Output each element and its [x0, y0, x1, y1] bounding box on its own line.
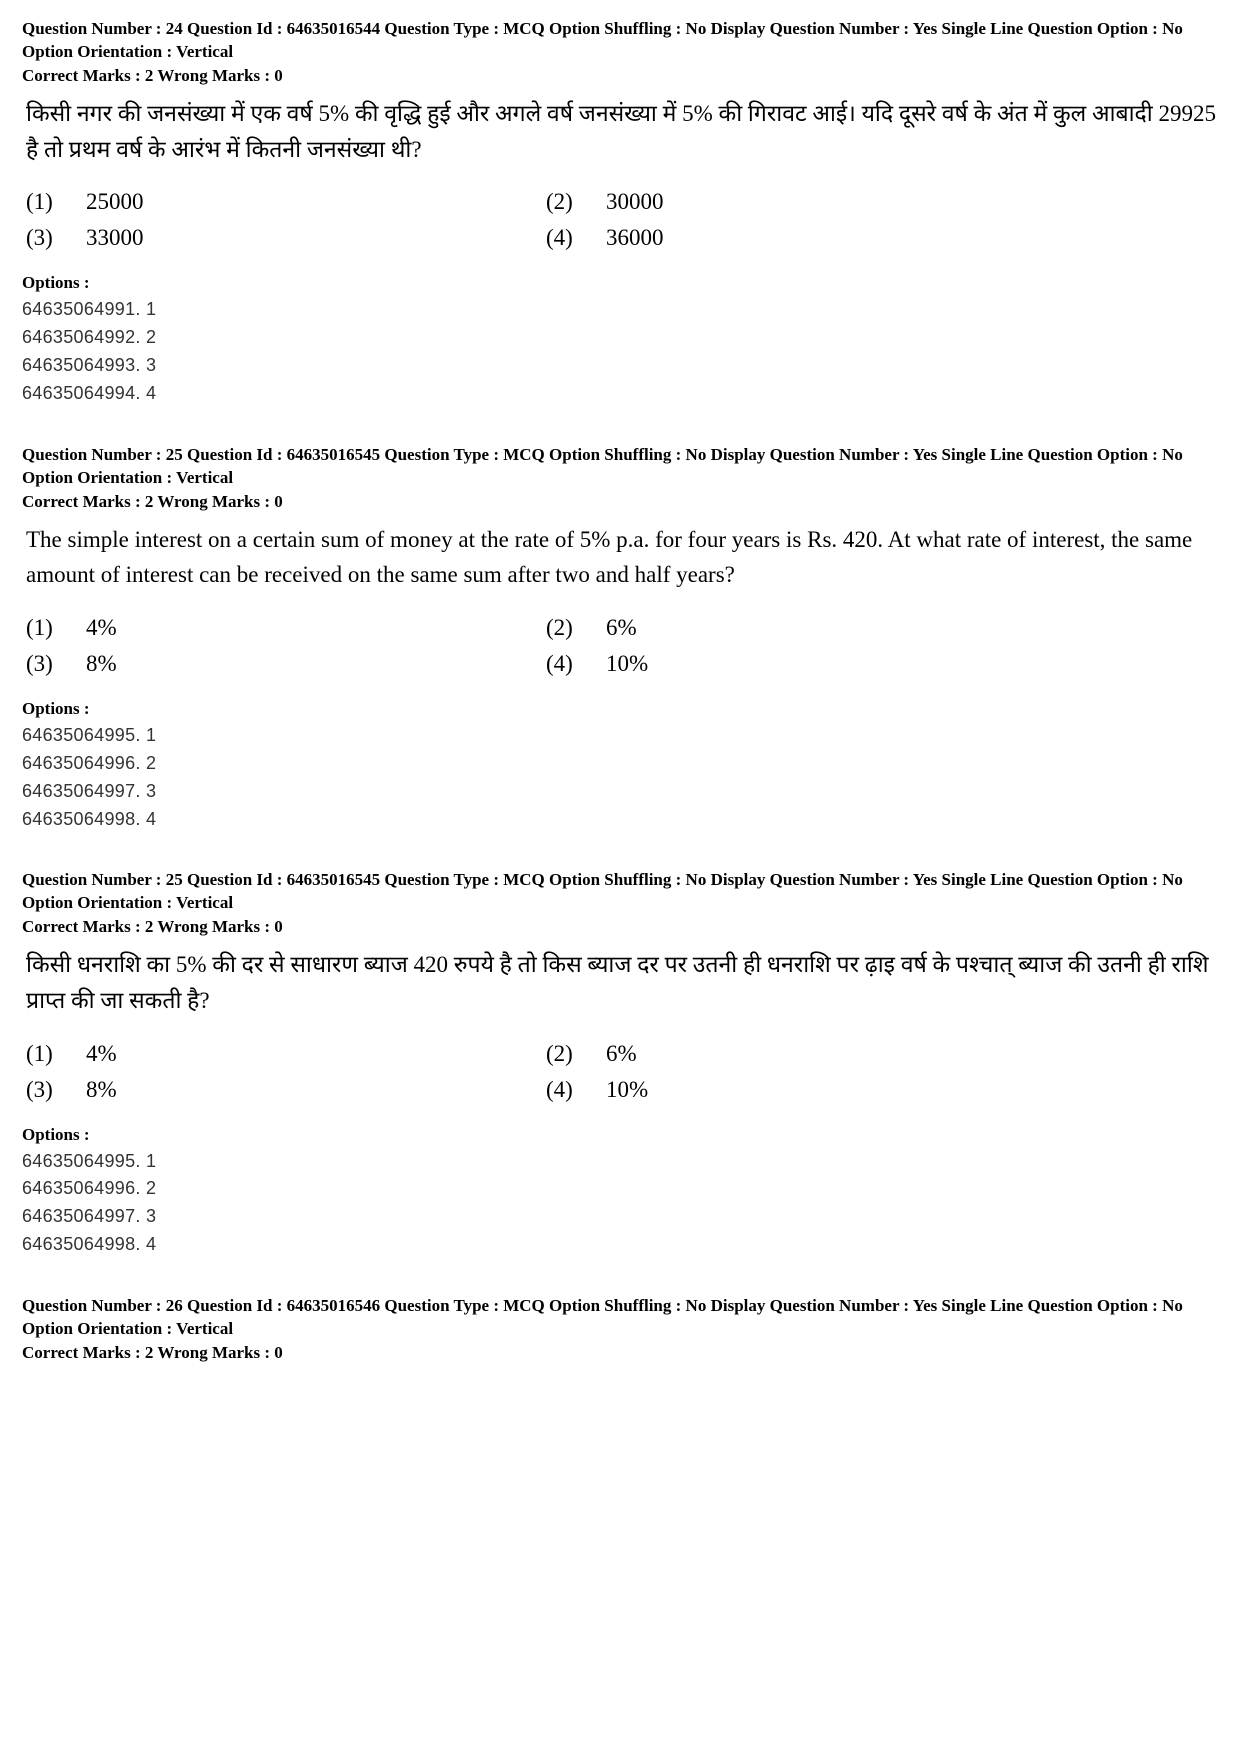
choice[interactable]: (1)25000 — [26, 189, 546, 215]
choices-grid: (1)4%(2)6%(3)8%(4)10% — [26, 615, 1218, 677]
question-block: Question Number : 25 Question Id : 64635… — [22, 869, 1218, 1259]
choices-grid: (1)25000(2)30000(3)33000(4)36000 — [26, 189, 1218, 251]
question-text: किसी धनराशि का 5% की दर से साधारण ब्याज … — [26, 947, 1218, 1018]
question-text: The simple interest on a certain sum of … — [26, 522, 1218, 593]
question-page: Question Number : 24 Question Id : 64635… — [22, 18, 1218, 1363]
question-meta: Question Number : 24 Question Id : 64635… — [22, 18, 1218, 64]
choice[interactable]: (4)36000 — [546, 225, 1066, 251]
option-row: 64635064991. 1 — [22, 296, 1218, 324]
choice[interactable]: (4)10% — [546, 1077, 1066, 1103]
choice[interactable]: (3)8% — [26, 1077, 546, 1103]
option-row: 64635064992. 2 — [22, 324, 1218, 352]
option-row: 64635064997. 3 — [22, 1203, 1218, 1231]
question-block: Question Number : 25 Question Id : 64635… — [22, 444, 1218, 834]
option-row: 64635064998. 4 — [22, 1231, 1218, 1259]
choice-value: 25000 — [86, 189, 144, 215]
choice-value: 4% — [86, 1041, 117, 1067]
choices-grid: (1)4%(2)6%(3)8%(4)10% — [26, 1041, 1218, 1103]
question-marks: Correct Marks : 2 Wrong Marks : 0 — [22, 917, 1218, 937]
option-row: 64635064997. 3 — [22, 778, 1218, 806]
choice-value: 10% — [606, 651, 648, 677]
question-block: Question Number : 26 Question Id : 64635… — [22, 1295, 1218, 1363]
options-label: Options : — [22, 1125, 1218, 1145]
question-marks: Correct Marks : 2 Wrong Marks : 0 — [22, 1343, 1218, 1363]
option-row: 64635064998. 4 — [22, 806, 1218, 834]
choice-number: (2) — [546, 1041, 606, 1067]
choice[interactable]: (3)33000 — [26, 225, 546, 251]
choice-value: 8% — [86, 1077, 117, 1103]
choice-number: (3) — [26, 1077, 86, 1103]
choice-number: (2) — [546, 189, 606, 215]
choice[interactable]: (3)8% — [26, 651, 546, 677]
choice-number: (1) — [26, 189, 86, 215]
question-meta: Question Number : 25 Question Id : 64635… — [22, 444, 1218, 490]
question-meta: Question Number : 25 Question Id : 64635… — [22, 869, 1218, 915]
choice[interactable]: (1)4% — [26, 1041, 546, 1067]
choice[interactable]: (2)6% — [546, 1041, 1066, 1067]
option-row: 64635064996. 2 — [22, 1175, 1218, 1203]
choice-number: (3) — [26, 651, 86, 677]
choice-value: 6% — [606, 1041, 637, 1067]
option-row: 64635064993. 3 — [22, 352, 1218, 380]
choice[interactable]: (4)10% — [546, 651, 1066, 677]
choice-value: 4% — [86, 615, 117, 641]
choice[interactable]: (1)4% — [26, 615, 546, 641]
question-marks: Correct Marks : 2 Wrong Marks : 0 — [22, 492, 1218, 512]
choice-number: (3) — [26, 225, 86, 251]
option-row: 64635064995. 1 — [22, 722, 1218, 750]
question-marks: Correct Marks : 2 Wrong Marks : 0 — [22, 66, 1218, 86]
choice-number: (4) — [546, 1077, 606, 1103]
choice-number: (4) — [546, 225, 606, 251]
options-label: Options : — [22, 273, 1218, 293]
choice-value: 10% — [606, 1077, 648, 1103]
choice-value: 30000 — [606, 189, 664, 215]
choice-value: 33000 — [86, 225, 144, 251]
choice-number: (1) — [26, 1041, 86, 1067]
choice[interactable]: (2)6% — [546, 615, 1066, 641]
choice-number: (4) — [546, 651, 606, 677]
choice[interactable]: (2)30000 — [546, 189, 1066, 215]
option-row: 64635064996. 2 — [22, 750, 1218, 778]
question-block: Question Number : 24 Question Id : 64635… — [22, 18, 1218, 408]
choice-number: (2) — [546, 615, 606, 641]
question-meta: Question Number : 26 Question Id : 64635… — [22, 1295, 1218, 1341]
choice-value: 8% — [86, 651, 117, 677]
option-row: 64635064994. 4 — [22, 380, 1218, 408]
options-label: Options : — [22, 699, 1218, 719]
choice-value: 36000 — [606, 225, 664, 251]
choice-number: (1) — [26, 615, 86, 641]
choice-value: 6% — [606, 615, 637, 641]
question-text: किसी नगर की जनसंख्या में एक वर्ष 5% की व… — [26, 96, 1218, 167]
option-row: 64635064995. 1 — [22, 1148, 1218, 1176]
